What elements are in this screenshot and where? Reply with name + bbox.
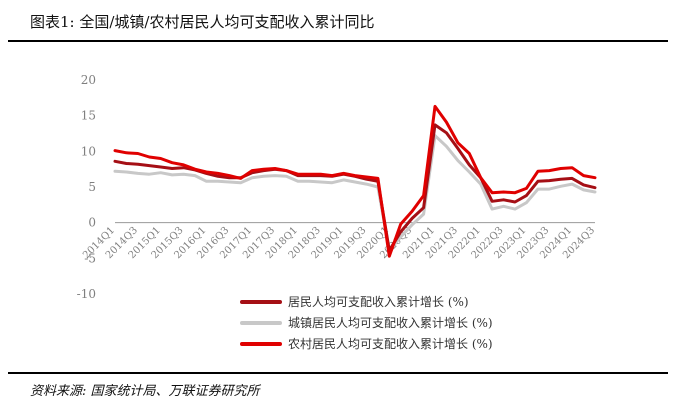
y-tick-label: 15 — [81, 109, 96, 123]
y-tick-label: 5 — [88, 180, 96, 194]
series-line-2 — [113, 104, 597, 258]
legend-label-2: 农村居民人均可支配收入累计增长 (%) — [288, 337, 493, 351]
series-line-1 — [113, 134, 597, 252]
legend-label-0: 居民人均可支配收入累计增长 (%) — [288, 295, 469, 309]
y-tick-label: 0 — [88, 216, 96, 230]
y-tick-label: -10 — [77, 287, 96, 301]
legend-label-1: 城镇居民人均可支配收入累计增长 (%) — [288, 316, 493, 330]
source-note: 资料来源: 国家统计局、万联证券研究所 — [8, 372, 668, 399]
y-tick-label: 10 — [81, 144, 96, 158]
y-tick-label: -5 — [84, 251, 96, 265]
figure-title: 图表1: 全国/城镇/农村居民人均可支配收入累计同比 — [8, 4, 668, 42]
y-tick-label: 20 — [81, 73, 96, 87]
line-chart: -10-5051015202014Q12014Q32015Q12015Q3201… — [77, 73, 597, 351]
